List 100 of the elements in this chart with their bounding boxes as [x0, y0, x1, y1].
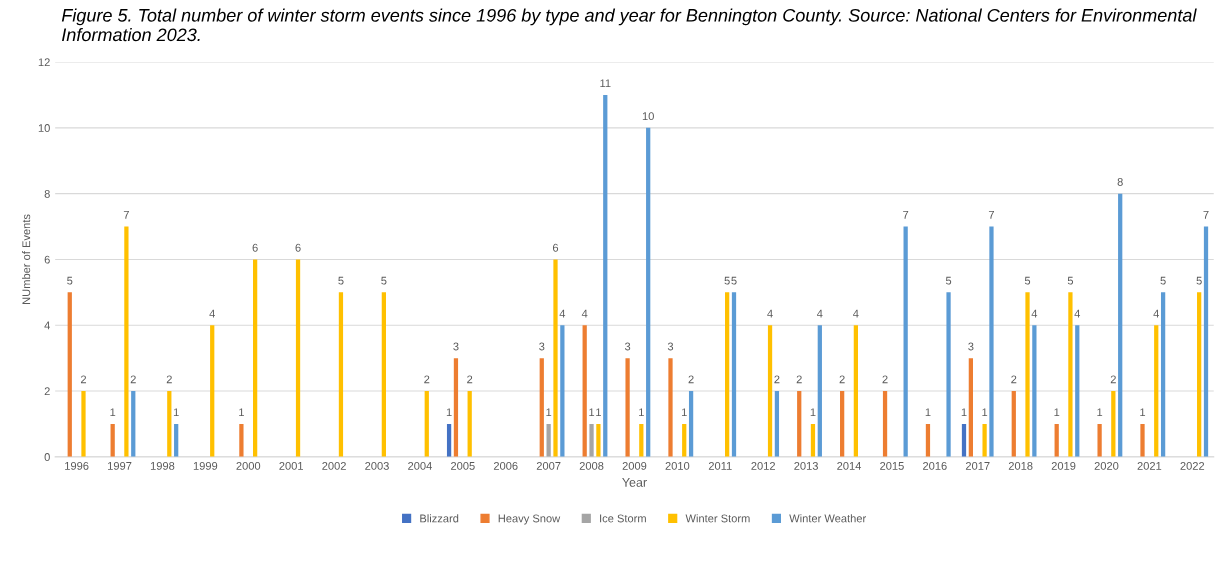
data-label: 2 [1011, 375, 1017, 384]
data-label: 2 [796, 375, 802, 384]
data-label: 4 [767, 309, 773, 318]
x-tick-label: 1999 [193, 461, 218, 470]
bar [1203, 226, 1209, 457]
data-label: 2 [839, 375, 845, 384]
x-tick-label: 2007 [536, 461, 561, 470]
bar [774, 391, 780, 457]
data-label: 5 [1024, 276, 1031, 285]
x-tick-label: 2009 [622, 461, 647, 470]
x-tick-label: 2018 [1008, 461, 1033, 470]
x-tick-label: 2014 [837, 461, 862, 470]
data-label: 7 [123, 211, 129, 219]
data-label: 4 [559, 309, 566, 318]
x-tick-label: 2021 [1137, 461, 1162, 470]
x-tick-label: 2004 [408, 461, 432, 470]
bar [124, 226, 129, 457]
legend-label: Blizzard [420, 514, 459, 523]
data-label: 1 [639, 408, 644, 417]
bar [1054, 423, 1059, 457]
data-label: 2 [166, 375, 172, 384]
x-tick-label: 1997 [108, 461, 132, 470]
bar [767, 325, 773, 457]
data-label: 3 [968, 342, 974, 351]
data-label: 5 [338, 276, 344, 285]
bar [1154, 325, 1159, 457]
data-label: 2 [882, 375, 888, 384]
y-tick-label: 8 [44, 189, 50, 198]
bar [596, 423, 601, 457]
x-tick-label: 2003 [365, 461, 389, 470]
data-label: 5 [945, 276, 952, 285]
data-label: 3 [453, 342, 459, 351]
bar [239, 423, 244, 457]
data-label: 5 [67, 276, 73, 285]
bar [668, 358, 673, 457]
data-label: 10 [642, 112, 654, 121]
data-label: 3 [624, 342, 631, 351]
bar [725, 292, 730, 457]
bar [1011, 391, 1016, 457]
data-label: 1 [110, 408, 116, 417]
data-label: 1 [961, 408, 967, 417]
bar [646, 127, 651, 457]
x-axis-title: Year [622, 478, 647, 487]
bar [625, 358, 630, 457]
data-label: 5 [1160, 276, 1166, 285]
data-label: 1 [239, 408, 244, 417]
x-tick-label: 2015 [880, 461, 904, 470]
y-axis-title: NUmber of Events [22, 214, 31, 304]
data-label: 2 [1110, 375, 1116, 384]
bar [688, 391, 694, 457]
data-label: 4 [1031, 309, 1038, 318]
x-tick-label: 2020 [1094, 461, 1119, 470]
data-label: 6 [295, 243, 301, 252]
bar [961, 423, 967, 457]
data-label: 2 [467, 375, 473, 384]
bar [553, 259, 558, 457]
bar [882, 391, 888, 457]
data-label: 2 [688, 375, 694, 384]
data-label: 4 [816, 309, 823, 318]
data-label: 4 [1153, 309, 1160, 318]
legend-label: Winter Storm [685, 514, 750, 523]
data-label: 1 [982, 408, 988, 417]
y-tick-label: 6 [44, 255, 50, 264]
data-label: 4 [581, 309, 588, 318]
data-label: 2 [130, 375, 136, 384]
y-tick-label: 4 [44, 321, 50, 330]
data-label: 5 [381, 276, 387, 285]
bar [925, 423, 931, 457]
data-label: 11 [600, 79, 611, 88]
data-label: 6 [552, 243, 559, 252]
y-tick-label: 0 [44, 453, 50, 461]
bar [968, 358, 973, 457]
x-tick-label: 2006 [493, 461, 518, 470]
x-tick-label: 2012 [751, 461, 775, 470]
x-tick-label: 1998 [150, 461, 175, 470]
x-tick-label: 2013 [794, 461, 818, 470]
data-label: 5 [731, 276, 737, 285]
bar [67, 292, 72, 457]
x-tick-label: 2008 [579, 461, 604, 470]
bar [989, 226, 994, 457]
bar [539, 358, 544, 457]
legend-label: Heavy Snow [498, 514, 561, 525]
bar [1097, 423, 1102, 457]
data-label: 5 [724, 276, 730, 285]
data-label: 1 [173, 408, 179, 417]
bar [131, 391, 136, 457]
bar [1197, 292, 1202, 457]
x-tick-label: 2022 [1180, 461, 1205, 470]
bar [295, 259, 301, 457]
x-tick-label: 2017 [965, 461, 990, 470]
data-label: 4 [1074, 309, 1081, 318]
data-label: 7 [1203, 211, 1209, 219]
data-label: 8 [1117, 178, 1123, 186]
bar [174, 423, 179, 457]
bar [982, 423, 987, 457]
data-label: 1 [589, 408, 595, 417]
bar [817, 325, 822, 457]
x-tick-label: 2016 [923, 461, 947, 470]
data-label: 2 [774, 375, 780, 384]
data-label: 5 [1067, 276, 1074, 285]
